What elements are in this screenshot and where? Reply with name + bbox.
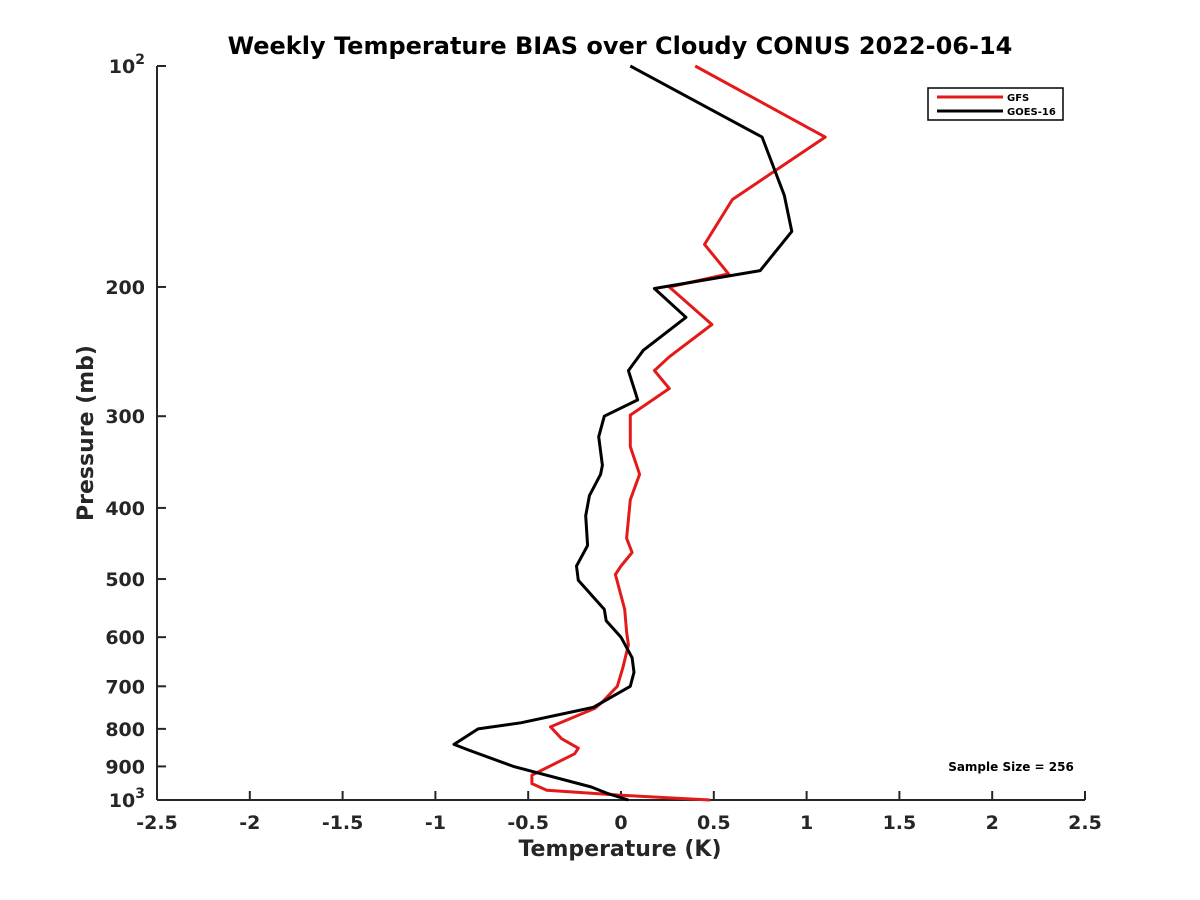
y-tick-label: 600 (105, 627, 145, 649)
y-axis: 102 200 300 400 500 600 700 800 900 103 (105, 52, 166, 812)
x-tick-label: -1 (425, 812, 446, 834)
x-tick-label: -2.5 (136, 812, 178, 834)
y-tick-label: 300 (105, 406, 145, 428)
legend-box (927, 87, 1064, 121)
y-tick-label: 200 (105, 277, 145, 299)
y-axis-label: Pressure (mb) (74, 345, 99, 521)
x-axis-label: Temperature (K) (518, 837, 721, 862)
y-tick-label: 700 (105, 676, 145, 698)
x-tick-label: 2 (986, 812, 999, 834)
series-lines (452, 64, 827, 802)
y-tick-label: 900 (105, 756, 145, 778)
x-tick-label: 2.5 (1068, 812, 1102, 834)
series-line-goes-16 (452, 64, 794, 802)
y-tick-label: 103 (109, 786, 145, 812)
x-tick-label: 0 (614, 812, 627, 834)
legend: GFS GOES-16 (927, 87, 1064, 121)
chart-title: Weekly Temperature BIAS over Cloudy CONU… (228, 32, 1013, 60)
y-tick-label: 800 (105, 719, 145, 741)
x-axis: -2.5 -2 -1.5 -1 -0.5 0 0.5 1 1.5 2 2.5 (136, 791, 1102, 834)
series-line-gfs (530, 64, 827, 802)
sample-size-annotation: Sample Size = 256 (948, 760, 1074, 774)
x-tick-label: -1.5 (322, 812, 364, 834)
x-tick-label: -2 (239, 812, 260, 834)
legend-entry: GOES-16 (1007, 107, 1056, 118)
y-tick-label: 102 (109, 52, 145, 78)
y-tick-label: 400 (105, 498, 145, 520)
x-tick-label: -0.5 (507, 812, 549, 834)
legend-entry: GFS (1007, 93, 1029, 104)
x-tick-label: 0.5 (697, 812, 731, 834)
x-tick-label: 1 (800, 812, 813, 834)
y-tick-label: 500 (105, 569, 145, 591)
x-tick-label: 1.5 (883, 812, 917, 834)
